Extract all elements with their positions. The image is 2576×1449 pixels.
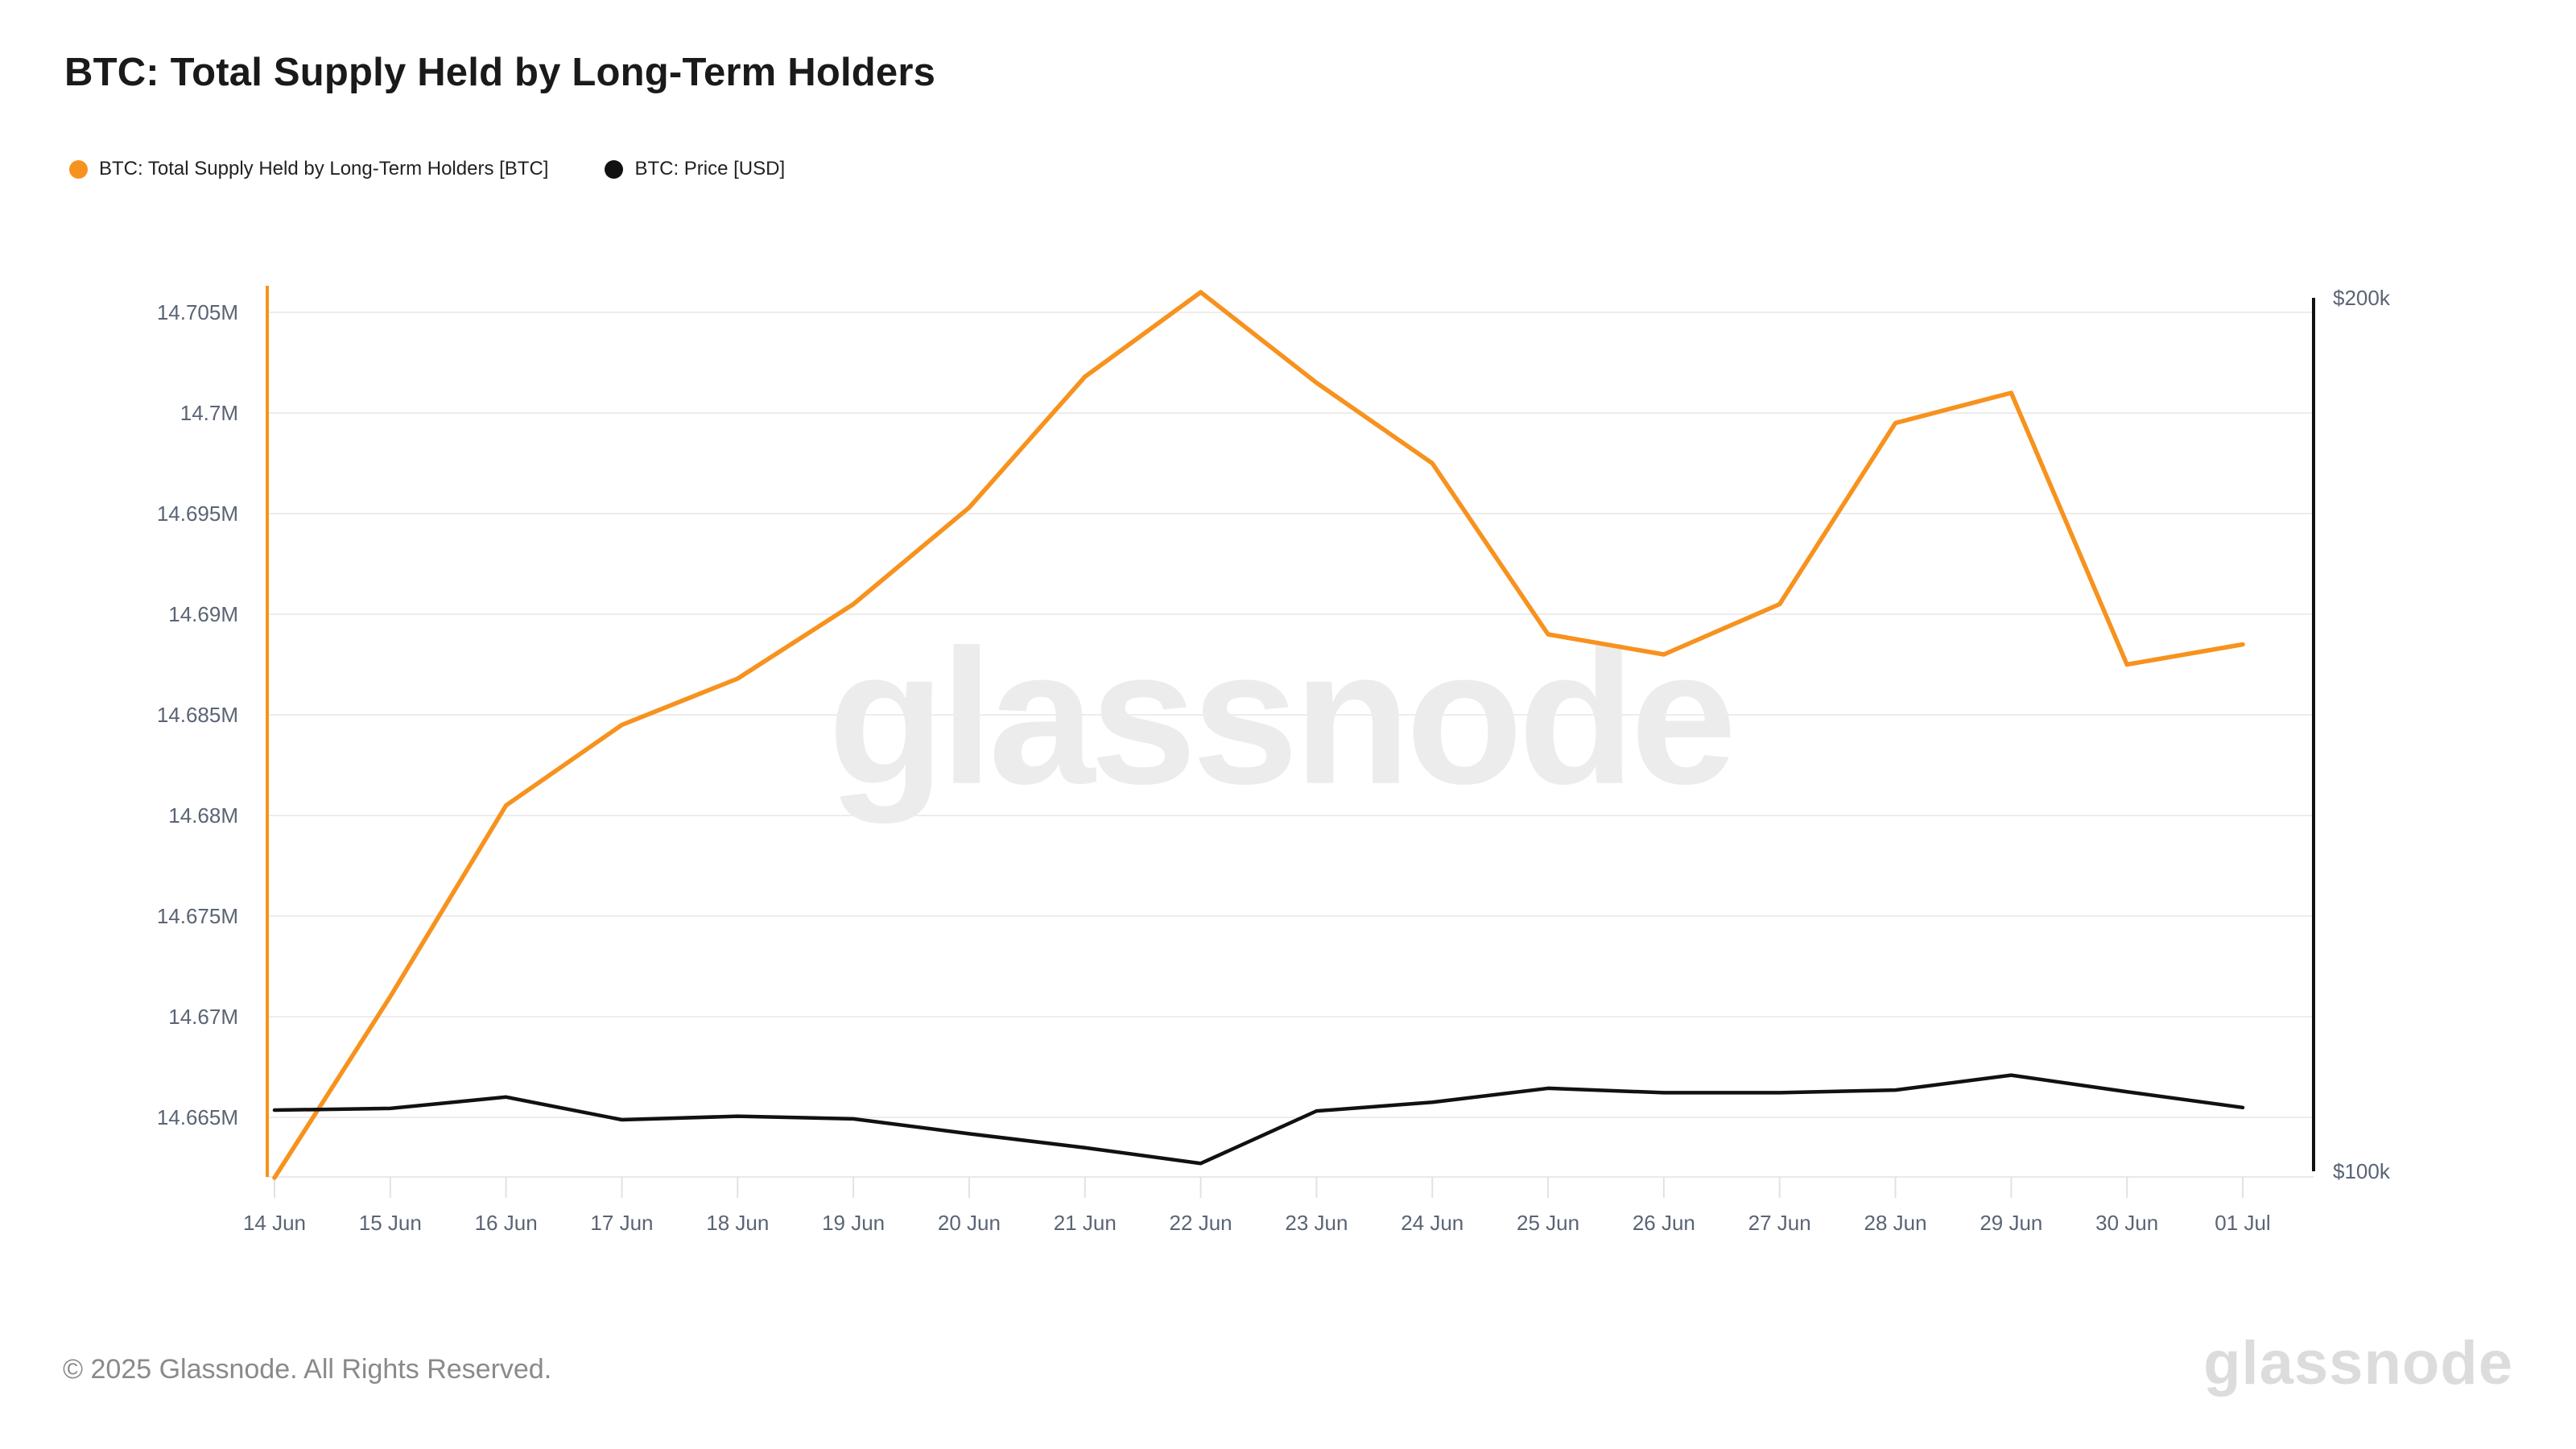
x-axis-tick-label: 22 Jun	[1170, 1211, 1232, 1235]
supply-series-dot-icon	[69, 159, 88, 179]
x-axis-tick-label: 18 Jun	[706, 1211, 769, 1235]
chart-legend: BTC: Total Supply Held by Long-Term Hold…	[69, 158, 785, 180]
left-axis-tick-label: 14.705M	[157, 300, 238, 324]
glassnode-logo: glassnode	[2203, 1329, 2513, 1397]
chart-title: BTC: Total Supply Held by Long-Term Hold…	[64, 51, 936, 94]
legend-item-price[interactable]: BTC: Price [USD]	[605, 158, 785, 180]
x-axis-tick-label: 16 Jun	[475, 1211, 538, 1235]
x-axis-tick-label: 14 Jun	[243, 1211, 306, 1235]
x-axis-tick-label: 28 Jun	[1864, 1211, 1926, 1235]
left-axis-tick-label: 14.68M	[168, 803, 238, 828]
price-series-dot-icon	[605, 159, 624, 179]
x-axis-tick-label: 29 Jun	[1979, 1211, 2042, 1235]
x-axis-tick-label: 23 Jun	[1285, 1211, 1348, 1235]
right-axis-tick-label: $200k	[2333, 286, 2391, 310]
left-axis-tick-label: 14.665M	[157, 1105, 238, 1129]
left-axis-tick-label: 14.7M	[180, 401, 238, 425]
legend-item-supply[interactable]: BTC: Total Supply Held by Long-Term Hold…	[69, 158, 548, 180]
left-axis-tick-label: 14.69M	[168, 602, 238, 626]
x-axis-tick-label: 01 Jul	[2215, 1211, 2270, 1235]
legend-item-price-label: BTC: Price [USD]	[634, 158, 786, 180]
supply-line	[272, 290, 2245, 1180]
left-axis-tick-label: 14.675M	[157, 904, 238, 928]
x-axis-tick-label: 17 Jun	[590, 1211, 653, 1235]
x-axis-tick-label: 26 Jun	[1633, 1211, 1695, 1235]
right-axis-tick-label: $100k	[2333, 1159, 2391, 1183]
x-axis-tick-label: 30 Jun	[2095, 1211, 2158, 1235]
price-line	[272, 1073, 2245, 1166]
x-axis-tick-label: 15 Jun	[359, 1211, 422, 1235]
left-axis-tick-label: 14.685M	[157, 703, 238, 727]
left-axis-tick-label: 14.695M	[157, 502, 238, 526]
glassnode-watermark: glassnode	[828, 610, 1736, 824]
x-axis-tick-label: 21 Jun	[1054, 1211, 1117, 1235]
footer-copyright: © 2025 Glassnode. All Rights Reserved.	[63, 1354, 552, 1385]
left-axis-tick-label: 14.67M	[168, 1005, 238, 1029]
x-axis-tick-label: 20 Jun	[938, 1211, 1001, 1235]
x-axis-tick-label: 19 Jun	[822, 1211, 885, 1235]
x-axis-tick-label: 25 Jun	[1517, 1211, 1579, 1235]
x-axis-tick-label: 24 Jun	[1401, 1211, 1463, 1235]
x-axis-tick-label: 27 Jun	[1748, 1211, 1811, 1235]
legend-item-supply-label: BTC: Total Supply Held by Long-Term Hold…	[99, 158, 549, 180]
